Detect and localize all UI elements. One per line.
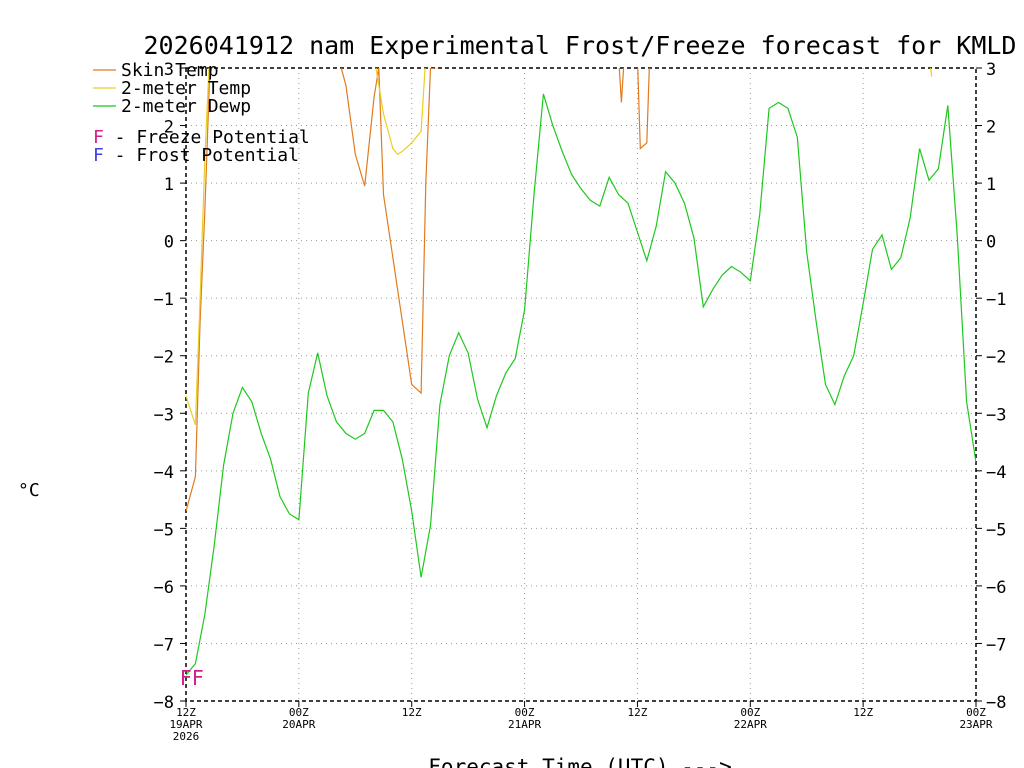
x-tick-label: 12Z bbox=[176, 706, 196, 719]
chart-title: 2026041912 nam Experimental Frost/Freeze… bbox=[144, 31, 1017, 60]
legend-label: 2-meter Temp bbox=[121, 78, 251, 99]
y-tick-label-left: 0 bbox=[164, 233, 174, 253]
y-axis-label: °C bbox=[18, 480, 40, 501]
potential-legend-entry: F - Freeze Potential bbox=[93, 127, 310, 148]
x-tick-label: 20APR bbox=[282, 718, 315, 731]
x-tick-label: 12Z bbox=[402, 706, 422, 719]
y-tick-label-left: −1 bbox=[154, 290, 174, 310]
freeze-potential-marker: FF bbox=[180, 666, 204, 690]
series-lines: FF bbox=[180, 68, 976, 690]
y-tick-label-right: 1 bbox=[986, 175, 996, 195]
x-tick-label: 12Z bbox=[627, 706, 647, 719]
grid-lines bbox=[186, 68, 976, 701]
x-axis-label: Forecast Time (UTC) ---> bbox=[428, 755, 731, 768]
y-tick-label-left: 3 bbox=[164, 60, 174, 80]
x-tick-label: 19APR bbox=[169, 718, 202, 731]
x-tick-label: 00Z bbox=[740, 706, 760, 719]
y-tick-label-right: −3 bbox=[986, 405, 1006, 425]
y-tick-label-right: −1 bbox=[986, 290, 1006, 310]
y-tick-label-left: −7 bbox=[154, 635, 174, 655]
series-line-skin-temp bbox=[186, 68, 650, 512]
x-tick-label: 21APR bbox=[508, 718, 541, 731]
y-tick-label-left: −3 bbox=[154, 405, 174, 425]
y-tick-label-left: 2 bbox=[164, 118, 174, 138]
y-tick-label-left: −6 bbox=[154, 578, 174, 598]
x-tick-label: 23APR bbox=[959, 718, 992, 731]
x-tick-label: 12Z bbox=[853, 706, 873, 719]
y-tick-label-right: −6 bbox=[986, 578, 1006, 598]
x-tick-label: 22APR bbox=[734, 718, 767, 731]
y-tick-label-right: 0 bbox=[986, 233, 996, 253]
y-tick-label-left: −5 bbox=[154, 520, 174, 540]
y-tick-label-right: −8 bbox=[986, 693, 1006, 713]
y-tick-label-right: −7 bbox=[986, 635, 1006, 655]
x-tick-label: 00Z bbox=[515, 706, 535, 719]
series-line-2-meter-dewp bbox=[186, 93, 976, 676]
plot-frame bbox=[185, 67, 977, 702]
potential-legend-entry: F - Frost Potential bbox=[93, 145, 299, 166]
y-tick-label-right: −2 bbox=[986, 348, 1006, 368]
y-tick-label-right: 2 bbox=[986, 118, 996, 138]
y-tick-label-right: −5 bbox=[986, 520, 1006, 540]
x-tick-label: 00Z bbox=[966, 706, 986, 719]
y-tick-label-left: −8 bbox=[154, 693, 174, 713]
series-line-2-meter-temp bbox=[186, 68, 933, 425]
y-tick-label-right: 3 bbox=[986, 60, 996, 80]
y-tick-label-left: −2 bbox=[154, 348, 174, 368]
y-tick-label-left: −4 bbox=[154, 463, 174, 483]
x-tick-label: 00Z bbox=[289, 706, 309, 719]
y-tick-label-left: 1 bbox=[164, 175, 174, 195]
legend-label: 2-meter Dewp bbox=[121, 96, 251, 117]
axis-ticks: −8 −8 −7 −7 −6 −6 −5 −5 −4 −4 −3 −3 −2 −2 −1 −1 0 0 1 1 2 2 3 3… bbox=[154, 60, 1007, 743]
legend-label: Skin Temp bbox=[121, 60, 219, 81]
y-tick-label-right: −4 bbox=[986, 463, 1006, 483]
x-tick-label: 2026 bbox=[173, 730, 200, 743]
